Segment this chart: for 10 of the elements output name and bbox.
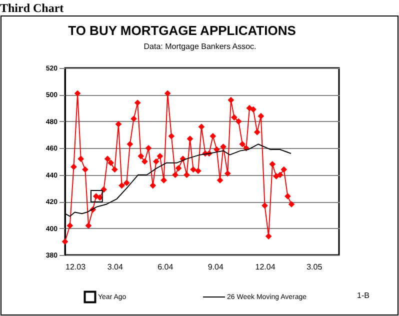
chart-subtitle: Data: Mortgage Bankers Assoc. (144, 42, 256, 51)
x-tick-label: 3.05 (306, 262, 323, 272)
x-tick-label: 9.04 (208, 262, 224, 272)
x-tick-label: 6.04 (158, 262, 174, 272)
x-tick-label: 3.04 (107, 262, 124, 272)
text: Third Chart (0, 1, 64, 15)
text: 1-B (357, 291, 370, 300)
chart-title: TO BUY MORTGAGE APPLICATIONS (68, 23, 296, 38)
x-tick-label: 12.03 (66, 262, 86, 272)
x-tick-label: 12.04 (255, 262, 276, 272)
